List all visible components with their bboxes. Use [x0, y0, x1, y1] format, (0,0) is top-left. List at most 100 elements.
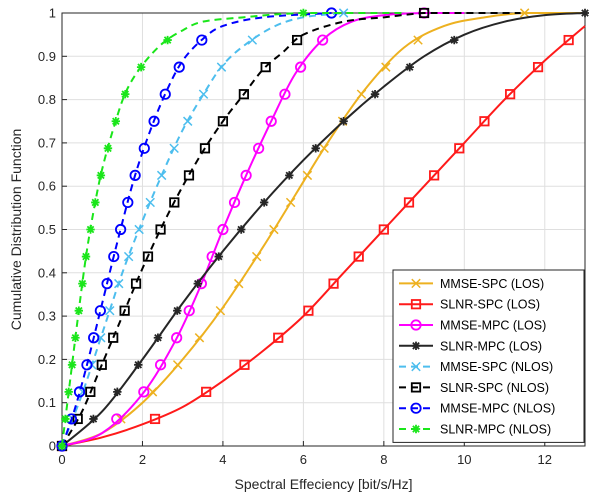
data-point	[81, 359, 93, 371]
data-point	[563, 34, 574, 46]
legend-swatch-marker	[410, 319, 422, 331]
data-point	[239, 359, 250, 370]
legend-swatch-marker	[410, 299, 422, 310]
data-point	[291, 34, 303, 46]
data-point	[251, 251, 262, 262]
data-point	[265, 115, 277, 127]
data-point	[295, 61, 307, 73]
data-point	[247, 35, 258, 45]
x-tick-label: 2	[139, 452, 146, 467]
data-point	[108, 332, 119, 343]
legend-label: SLNR-MPC (NLOS)	[440, 423, 551, 437]
data-point	[378, 224, 389, 235]
data-point	[450, 35, 459, 45]
data-point	[113, 387, 122, 397]
legend-label: MMSE-MPC (NLOS)	[440, 402, 555, 416]
data-point	[233, 278, 244, 289]
data-point	[134, 360, 143, 370]
data-point	[413, 35, 423, 45]
data-point	[172, 360, 183, 370]
data-point	[240, 169, 252, 181]
data-point	[136, 62, 146, 72]
series-line	[61, 12, 332, 447]
data-point	[199, 143, 211, 154]
data-point	[259, 198, 269, 207]
data-point	[381, 62, 391, 72]
data-point	[111, 413, 123, 425]
data-point	[122, 196, 134, 209]
data-point	[214, 252, 223, 261]
legend-swatch-marker	[410, 382, 422, 393]
y-tick-label: 0.1	[38, 395, 56, 410]
data-point	[103, 144, 113, 153]
data-point	[217, 116, 229, 127]
legend: MMSE-SPC (LOS) SLNR-SPC (LOS) MMSE-MPC (LO…	[392, 269, 585, 443]
data-point	[155, 224, 166, 235]
data-point	[114, 278, 124, 289]
data-point	[111, 117, 121, 126]
x-tick-label: 0	[58, 452, 65, 467]
legend-label: MMSE-SPC (LOS)	[440, 277, 544, 291]
data-point	[88, 332, 100, 344]
legend-entry: MMSE-SPC (LOS)	[399, 277, 544, 291]
data-point	[115, 223, 127, 236]
data-point	[148, 115, 160, 127]
y-tick-label: 1	[49, 6, 56, 21]
data-point	[215, 305, 226, 316]
legend-entry: SLNR-MPC (NLOS)	[399, 423, 551, 437]
data-point	[138, 142, 150, 154]
data-point	[405, 62, 414, 72]
legend-label: MMSE-MPC (LOS)	[440, 319, 546, 333]
data-point	[149, 413, 161, 425]
data-point	[159, 88, 171, 100]
data-point	[302, 170, 313, 181]
data-point	[96, 171, 106, 180]
x-tick-label: 10	[457, 452, 471, 467]
x-axis-title: Spectral Effeciency [bit/s/Hz]	[235, 476, 413, 492]
data-point	[418, 7, 430, 19]
data-point	[194, 333, 205, 343]
data-point	[519, 8, 530, 18]
data-point	[147, 387, 158, 397]
data-point	[182, 116, 193, 126]
data-point	[273, 332, 284, 343]
data-point	[74, 306, 84, 315]
y-tick-label: 0.7	[38, 135, 56, 150]
series-5	[56, 7, 521, 452]
data-point	[338, 8, 349, 18]
data-point	[201, 386, 212, 397]
data-point	[129, 169, 141, 181]
data-point	[269, 224, 279, 235]
data-point	[81, 252, 91, 261]
data-point	[101, 278, 113, 290]
legend-label: SLNR-SPC (LOS)	[440, 298, 540, 312]
legend-label: MMSE-SPC (NLOS)	[440, 360, 553, 374]
data-point	[153, 333, 163, 342]
legend-label: SLNR-MPC (LOS)	[440, 339, 542, 353]
y-tick-label: 0.8	[38, 92, 56, 107]
x-tick-label: 8	[380, 452, 387, 467]
legend-box	[392, 269, 585, 443]
data-point	[121, 89, 130, 99]
data-point	[193, 279, 202, 288]
data-point	[228, 196, 241, 209]
data-point	[299, 8, 308, 18]
data-point	[285, 171, 294, 180]
data-point	[285, 197, 296, 208]
data-point	[71, 333, 80, 342]
data-point	[169, 197, 180, 208]
data-point	[216, 62, 227, 72]
data-point	[260, 62, 271, 73]
legend-entry: MMSE-SPC (NLOS)	[399, 360, 553, 374]
data-point	[123, 251, 134, 262]
data-point	[403, 197, 415, 208]
data-point	[198, 89, 209, 99]
data-point	[429, 170, 440, 181]
data-point	[105, 305, 115, 316]
data-point	[61, 414, 70, 424]
data-point	[505, 89, 516, 100]
y-tick-label: 0	[49, 439, 56, 454]
legend-swatch-marker	[411, 278, 421, 289]
series-line	[61, 11, 465, 447]
data-point	[108, 250, 120, 263]
